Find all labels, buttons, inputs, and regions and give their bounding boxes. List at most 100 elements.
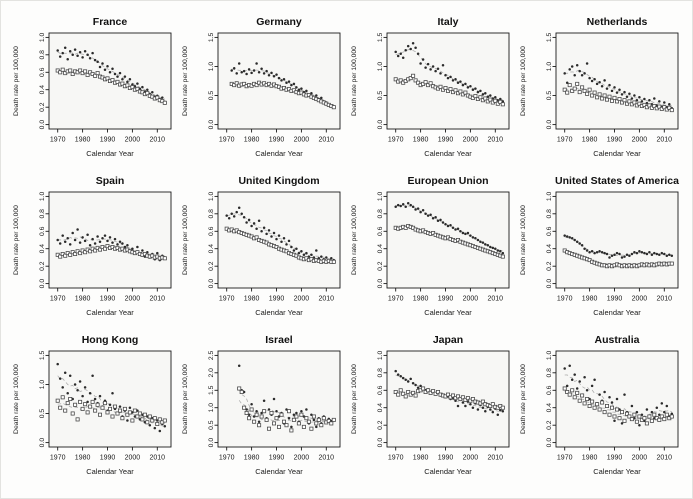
data-point-filled xyxy=(70,231,74,235)
data-point-filled xyxy=(630,97,633,100)
data-point-filled xyxy=(652,97,656,100)
data-point-filled xyxy=(575,64,578,67)
data-point-open xyxy=(124,412,129,417)
data-point-filled xyxy=(406,202,409,205)
data-point-filled xyxy=(607,83,611,87)
data-point-filled xyxy=(150,91,154,94)
data-point-filled xyxy=(145,88,149,91)
plot-box xyxy=(48,350,171,448)
data-point-open xyxy=(147,414,152,419)
chart-panel-hong-kong: 0.0 0.5 1.0 1.5 1970 1980 1990 2000 2010 Hong Kon… xyxy=(9,329,178,488)
x-tick-label: 1970 xyxy=(49,137,65,144)
data-point-open xyxy=(281,419,286,424)
data-point-open xyxy=(492,98,497,103)
panel-title: Australia xyxy=(594,334,639,346)
data-point-filled xyxy=(95,60,99,64)
data-point-filled xyxy=(401,376,404,380)
data-point-filled xyxy=(88,57,91,60)
data-point-filled xyxy=(481,93,484,96)
data-point-filled xyxy=(224,214,228,217)
data-point-filled xyxy=(448,75,452,79)
data-point-open xyxy=(564,90,569,95)
data-point-filled xyxy=(498,250,502,253)
data-point-filled xyxy=(105,239,109,243)
data-point-filled xyxy=(78,241,81,244)
y-tick-label: 1.0 xyxy=(207,403,214,413)
data-point-filled xyxy=(408,377,412,381)
data-point-filled xyxy=(567,236,571,239)
data-point-filled xyxy=(448,223,452,227)
data-point-filled xyxy=(488,94,492,97)
data-point-filled xyxy=(269,235,273,238)
data-point-open xyxy=(395,392,400,397)
data-point-open xyxy=(95,71,100,76)
data-point-filled xyxy=(562,72,566,75)
data-point-filled xyxy=(314,425,318,429)
data-point-filled xyxy=(140,85,144,89)
data-point-filled xyxy=(277,234,280,237)
data-point-open xyxy=(152,416,157,421)
y-tick-label: 0.0 xyxy=(376,438,383,448)
x-tick-label: 1980 xyxy=(243,455,259,462)
y-axis-label: Death rate per 100,000 xyxy=(182,205,189,275)
data-point-filled xyxy=(602,390,606,394)
data-point-filled xyxy=(473,87,477,90)
y-tick-label: 0.8 xyxy=(545,209,552,219)
data-point-filled xyxy=(401,202,404,206)
y-tick-label: 1.0 xyxy=(545,350,552,360)
data-point-filled xyxy=(645,408,648,411)
data-point-filled xyxy=(413,208,417,211)
data-point-filled xyxy=(592,251,596,255)
panel-title: European Union xyxy=(407,175,488,187)
data-point-filled xyxy=(65,237,69,240)
y-tick-label: 0.4 xyxy=(376,403,383,413)
data-point-open xyxy=(97,412,102,417)
y-tick-label: 0.8 xyxy=(38,50,45,60)
plot-svg-france: 0.0 0.2 0.4 0.6 0.8 1.0 1970 1980 1990 2000 2010 Fr… xyxy=(13,16,171,158)
data-point-open xyxy=(669,108,674,113)
data-point-filled xyxy=(418,210,422,214)
data-point-open xyxy=(119,416,124,421)
data-point-filled xyxy=(277,76,280,80)
data-point-filled xyxy=(289,425,293,429)
data-point-open xyxy=(72,402,77,407)
data-point-open xyxy=(85,410,90,415)
data-point-open xyxy=(562,386,567,391)
data-point-filled xyxy=(98,65,101,69)
data-point-filled xyxy=(635,251,638,255)
data-point-open xyxy=(55,398,60,403)
data-point-filled xyxy=(239,71,243,74)
data-point-open xyxy=(482,96,487,101)
x-tick-label: 2010 xyxy=(318,455,334,462)
data-point-filled xyxy=(605,87,608,90)
data-point-open xyxy=(239,390,244,395)
data-point-open xyxy=(626,414,631,419)
data-point-filled xyxy=(640,250,643,254)
data-point-open xyxy=(631,412,636,417)
data-point-filled xyxy=(274,73,278,76)
x-axis-label: Calendar Year xyxy=(86,149,134,158)
data-point-open xyxy=(582,401,587,406)
data-point-filled xyxy=(632,250,636,254)
data-point-open xyxy=(656,104,661,109)
x-tick-label: 1990 xyxy=(268,137,284,144)
x-tick-label: 1990 xyxy=(99,296,115,303)
data-point-open xyxy=(567,392,572,397)
data-point-filled xyxy=(242,216,245,219)
data-point-filled xyxy=(234,210,238,214)
data-point-filled xyxy=(294,411,298,415)
data-point-open xyxy=(567,83,572,88)
data-point-open xyxy=(405,390,410,395)
data-point-open xyxy=(497,99,502,104)
data-point-open xyxy=(256,423,261,428)
data-point-open xyxy=(162,418,167,423)
data-point-open xyxy=(582,88,587,93)
x-tick-label: 2010 xyxy=(656,455,672,462)
data-point-open xyxy=(435,390,440,395)
data-point-filled xyxy=(269,71,273,75)
data-point-open xyxy=(92,248,97,253)
data-point-filled xyxy=(620,256,623,259)
data-point-open xyxy=(115,411,120,416)
data-point-open xyxy=(612,414,617,419)
data-point-filled xyxy=(587,76,591,80)
